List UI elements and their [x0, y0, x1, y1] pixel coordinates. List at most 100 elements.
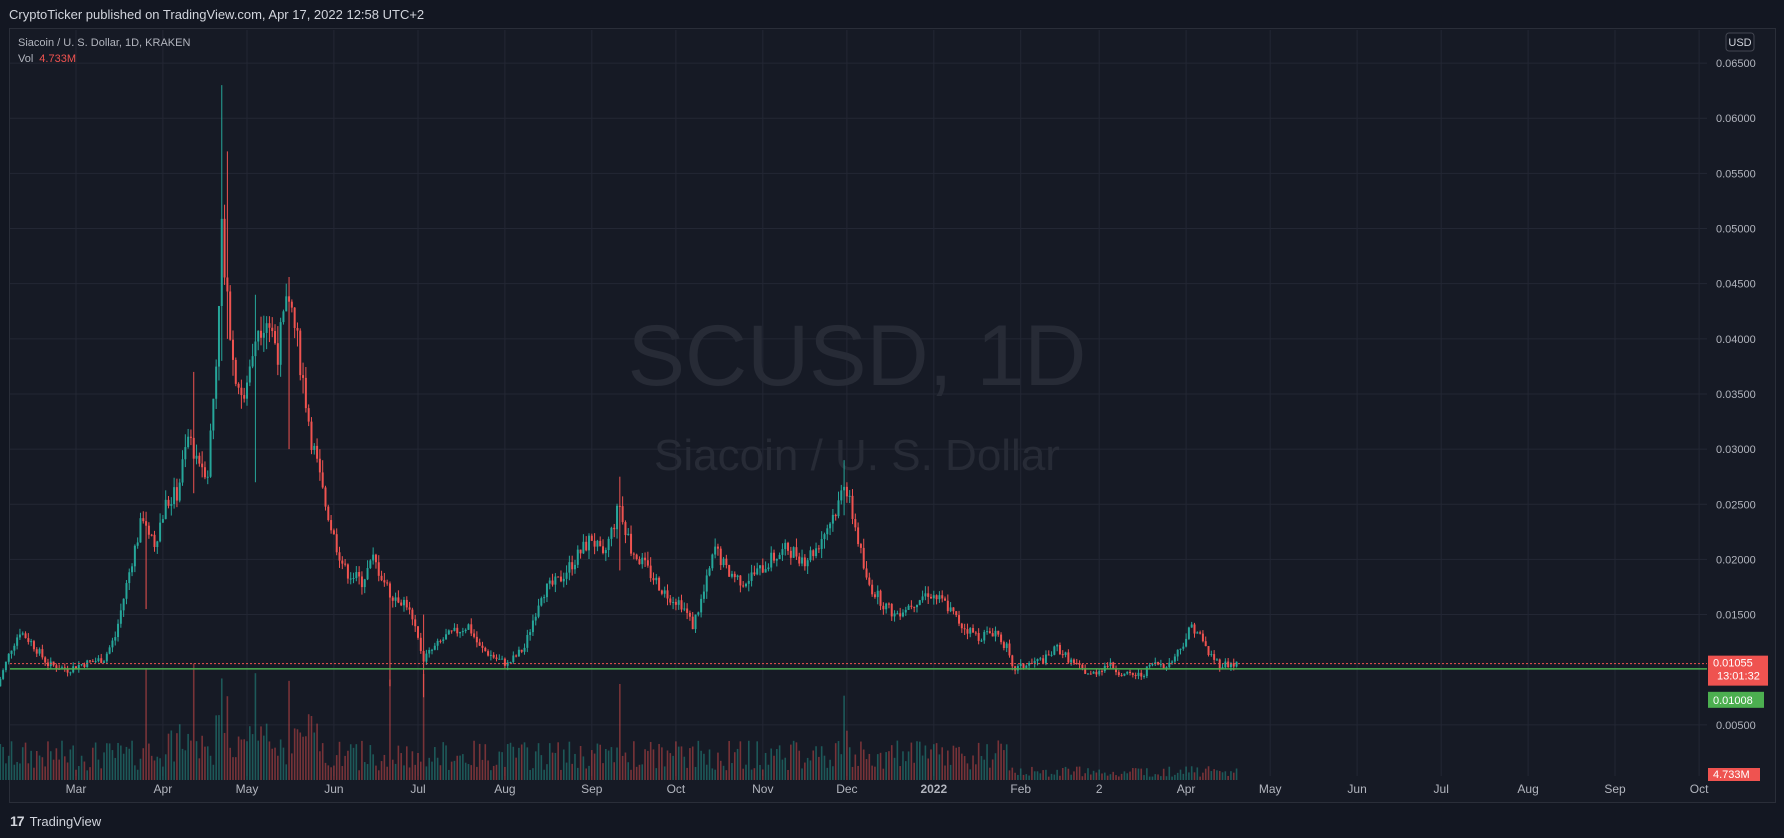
volume-legend-label: Vol: [18, 53, 34, 65]
candle-body: [161, 519, 164, 523]
volume-bar: [58, 759, 60, 780]
candle-body: [831, 514, 834, 524]
volume-bar: [240, 739, 243, 780]
candle-body: [271, 327, 274, 332]
volume-bar: [1146, 768, 1148, 780]
candle-body: [260, 330, 263, 338]
volume-bar: [397, 745, 400, 780]
tradingview-brand[interactable]: TradingView: [29, 813, 102, 829]
volume-bar: [941, 747, 944, 780]
volume-bar: [47, 741, 49, 780]
candle-body: [1120, 675, 1123, 677]
candle-body: [621, 506, 624, 523]
volume-bar: [927, 758, 929, 780]
candle-body: [646, 560, 649, 566]
currency-badge[interactable]: USD: [1725, 32, 1755, 52]
volume-bar: [512, 746, 515, 780]
candle-body: [377, 562, 380, 576]
chart-frame[interactable]: [9, 28, 1776, 803]
candle-body: [133, 545, 136, 567]
volume-bar: [767, 764, 770, 780]
candle-body: [459, 632, 462, 634]
candle-body: [669, 598, 672, 603]
candle-body: [122, 598, 125, 611]
candle-body: [439, 640, 442, 642]
volume-bar: [473, 740, 475, 780]
volume-bar: [647, 750, 649, 780]
volume-bar: [840, 754, 843, 780]
volume-bar: [369, 745, 372, 780]
candle-body: [1145, 666, 1148, 677]
price-axis[interactable]: 0.06500 0.06000 0.05500 0.05000 0.04500 0.040…: [1716, 58, 1756, 732]
candle-body: [845, 486, 848, 497]
candle-body: [240, 387, 243, 396]
volume-bar: [38, 755, 41, 780]
candle-body: [223, 218, 226, 278]
volume-bar: [1070, 774, 1072, 780]
volume-bar: [526, 747, 529, 780]
candle-body: [579, 549, 582, 554]
volume-bar: [411, 751, 414, 780]
volume-bar: [986, 744, 988, 780]
volume-bar: [1098, 769, 1100, 780]
volume-bar: [599, 744, 602, 780]
candle-body: [484, 647, 487, 652]
volume-bar: [683, 756, 686, 780]
volume-bar: [1190, 766, 1193, 780]
volume-bar: [714, 769, 716, 780]
volume-bar: [293, 728, 296, 780]
candle-body: [456, 627, 459, 634]
candle-body: [534, 616, 537, 621]
volume-bar: [375, 765, 377, 780]
volume-bar: [1039, 773, 1042, 780]
candle-body: [27, 638, 30, 642]
volume-bar: [543, 769, 545, 780]
volume-bar: [826, 767, 829, 780]
candle-body: [307, 408, 310, 422]
volume-bar: [498, 751, 501, 780]
candle-body: [705, 575, 708, 592]
candle-body: [1190, 624, 1193, 628]
candle-body: [986, 631, 989, 633]
volume-bar: [1031, 766, 1033, 780]
price-tick-label: 0.03500: [1716, 389, 1756, 401]
watermark: SCUSD, 1D Siacoin / U. S. Dollar: [628, 308, 1087, 480]
candle-body: [935, 595, 938, 600]
candle-body: [991, 633, 994, 637]
candle-body: [988, 631, 991, 634]
candle-body: [815, 548, 818, 557]
candle-body: [680, 600, 683, 610]
candle-body: [520, 649, 523, 652]
volume-bar: [271, 748, 274, 780]
candle-body: [349, 578, 352, 580]
volume-bar: [288, 680, 290, 780]
volume-bar: [377, 770, 380, 780]
candle-body: [540, 598, 543, 606]
volume-bar: [2, 746, 4, 780]
volume-bar: [722, 765, 725, 780]
candle-body: [890, 603, 893, 617]
candle-body: [91, 661, 94, 663]
time-tick-label: Oct: [667, 782, 686, 796]
volume-bar: [969, 769, 972, 780]
candle-body: [433, 645, 436, 650]
candle-body: [759, 565, 761, 569]
candle-body: [882, 605, 885, 610]
candle-body: [276, 343, 279, 365]
volume-bar: [1017, 774, 1019, 780]
time-axis[interactable]: Mar Apr May Jun Jul Aug Sep Oct Nov Dec 2022 Feb 2 Ap…: [66, 782, 1709, 796]
candle-body: [781, 549, 784, 555]
volume-bar: [386, 766, 388, 780]
volume-bar: [184, 750, 187, 780]
volume-bar: [83, 761, 86, 780]
volume-bar: [520, 744, 523, 780]
tradingview-logo-icon[interactable]: 17: [10, 813, 25, 829]
volume-bar: [254, 673, 257, 780]
volume-bar: [756, 741, 758, 780]
volume-bar: [711, 768, 714, 780]
volume-bar: [1073, 771, 1075, 780]
candle-body: [638, 559, 641, 565]
time-tick-label: Aug: [1517, 782, 1538, 796]
volume-bar: [773, 755, 775, 780]
